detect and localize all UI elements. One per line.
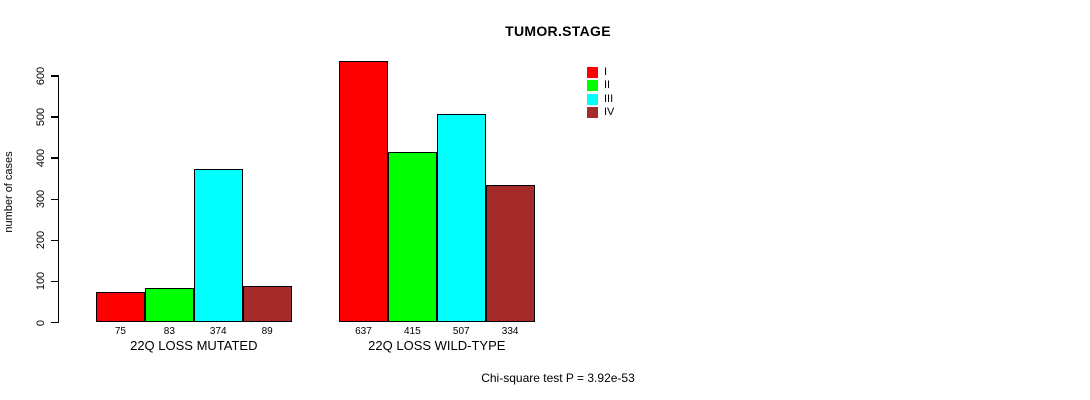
bar-22q-loss-mutated-stage-ii [144,288,194,323]
bar-22q-loss-wild-type-stage-i [339,60,388,323]
y-tick-mark [51,116,58,118]
legend-swatch-icon [587,67,598,78]
bar-22q-loss-mutated-stage-i [96,291,145,323]
legend-swatch-icon [587,107,598,119]
legend-label: I [604,66,608,78]
legend-swatch-icon [587,93,598,105]
y-axis-line [58,75,60,323]
legend-label: III [604,92,614,105]
legend-label: II [604,79,611,92]
y-axis-label: number of cases [3,151,15,233]
y-tick-label: 300 [35,190,47,209]
bar-value-label: 374 [209,326,227,337]
y-tick-mark [51,157,58,159]
bar-22q-loss-mutated-stage-iii [193,168,243,323]
y-tick-mark [51,280,58,283]
bar-22q-loss-wild-type-stage-iv [485,185,535,323]
legend-item-iii: III [587,92,614,105]
y-tick-label: 0 [35,319,47,326]
legend-label: IV [604,106,615,119]
legend-item-ii: II [587,79,614,92]
bar-value-label: 75 [114,326,126,337]
bar-22q-loss-mutated-stage-iv [242,285,292,323]
legend-swatch-icon [587,80,598,92]
y-tick-mark [51,198,58,200]
legend-item-i: I [587,67,614,78]
y-tick-label: 200 [35,231,47,250]
x-group-label: 22Q LOSS MUTATED [130,338,258,353]
y-tick-mark [51,239,58,241]
bar-22q-loss-wild-type-stage-iii [436,114,486,323]
bar-value-label: 415 [403,326,421,337]
bar-value-label: 334 [501,326,519,337]
y-tick-label: 400 [35,148,47,168]
bar-value-label: 637 [355,326,372,337]
x-group-label: 22Q LOSS WILD-TYPE [368,338,506,353]
y-tick-label: 500 [35,107,47,127]
chi-square-annotation: Chi-square test P = 3.92e-53 [481,371,635,385]
y-tick-mark [51,75,58,77]
bar-value-label: 507 [452,326,470,337]
y-tick-label: 600 [35,66,47,86]
legend-item-iv: IV [587,106,615,119]
bar-value-label: 89 [261,326,273,337]
chart-title: TUMOR.STAGE [505,23,611,39]
bar-value-label: 83 [163,326,175,337]
legend: I II III IV [587,67,614,121]
y-tick-label: 100 [35,272,47,291]
y-tick-mark [51,321,58,324]
bar-22q-loss-wild-type-stage-ii [387,151,437,323]
